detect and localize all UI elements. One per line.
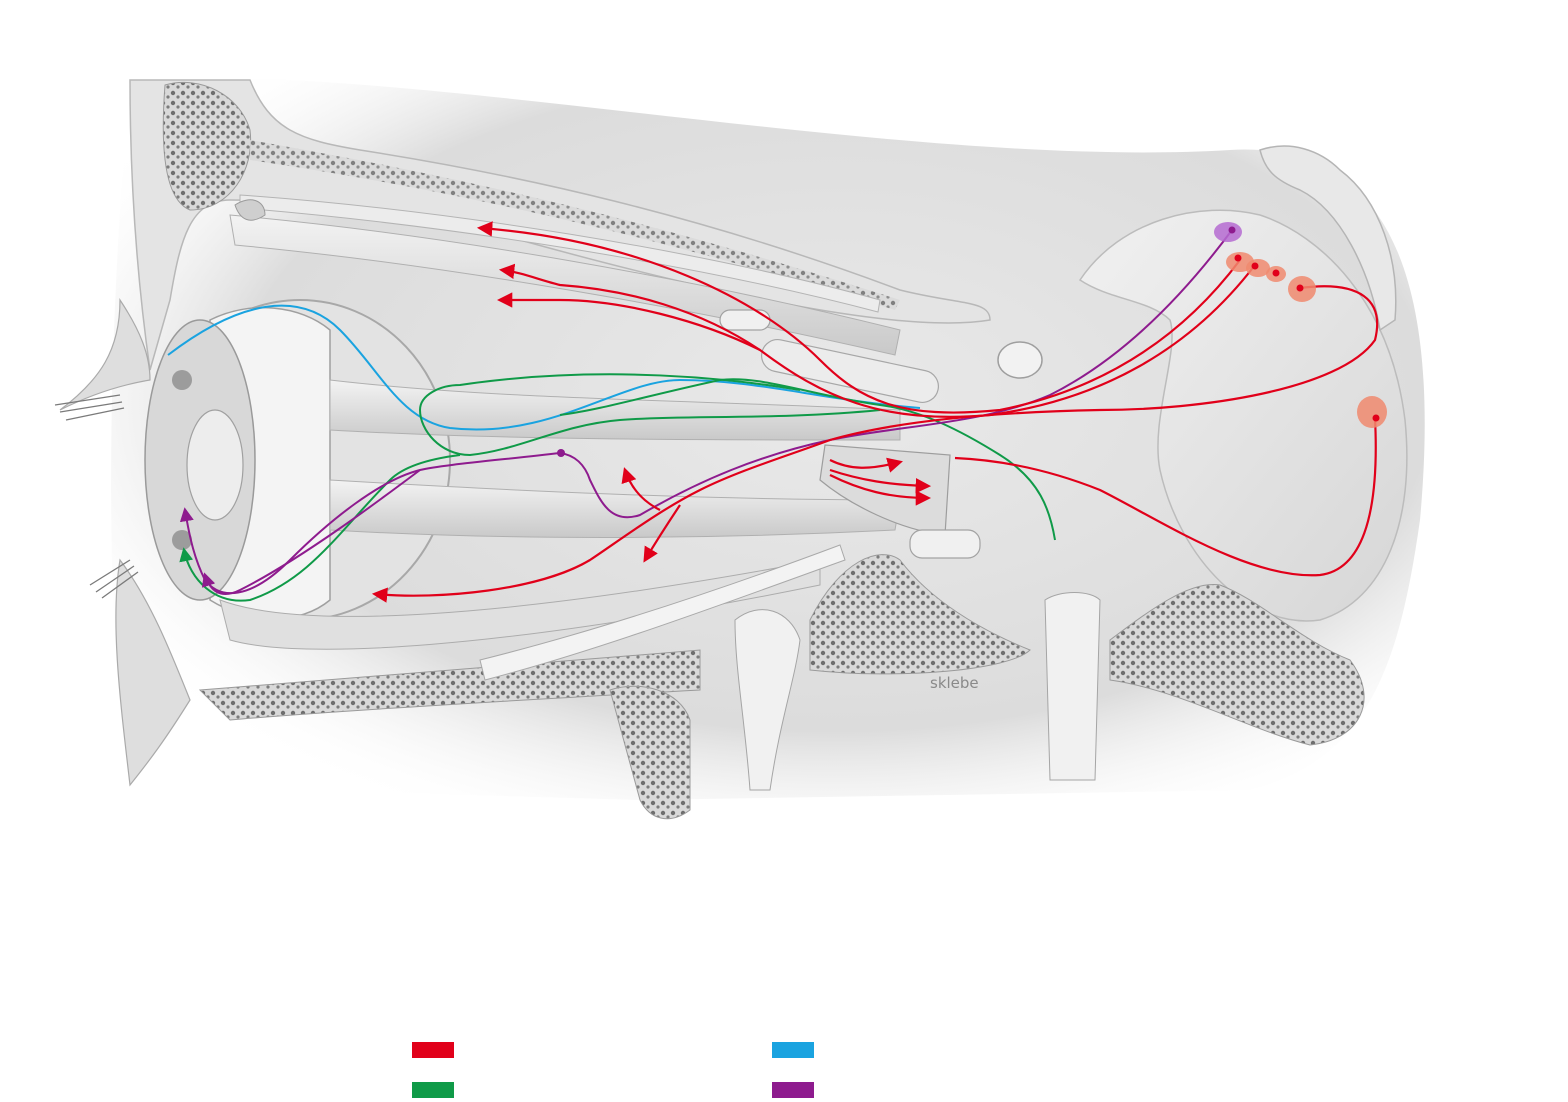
orbital-floor-bone <box>198 649 701 721</box>
nerve-stump-1 <box>909 529 981 559</box>
red-pathway-superior-2 <box>498 263 1256 419</box>
red-nucleus-2 <box>1246 259 1270 277</box>
green-pathway-main <box>418 373 881 457</box>
red-nucleus-5-dot <box>1372 414 1380 422</box>
red-nucleus-3-dot <box>1272 269 1280 277</box>
upper-eyelashes <box>54 394 125 421</box>
red-nucleus-1-dot <box>1234 254 1242 262</box>
red-pathway-ganglion-2 <box>829 468 932 494</box>
red-pathway-superior-3 <box>496 292 761 351</box>
legend-item-purple <box>772 1080 824 1100</box>
nerve-stump-2 <box>719 309 771 331</box>
red-pathway-ganglion-1 <box>829 457 903 473</box>
legend-swatch-blue <box>772 1042 814 1058</box>
internal-carotid-artery <box>997 341 1043 379</box>
legend <box>0 1030 1568 1102</box>
red-pathway-ciliary-branch <box>621 467 661 511</box>
purple-nucleus-dot <box>1228 226 1236 234</box>
legend-swatch-red <box>412 1042 454 1058</box>
red-nucleus-2-dot <box>1251 262 1259 270</box>
green-pathway-upper <box>559 378 1056 541</box>
ciliary-body-upper <box>172 370 192 390</box>
lens <box>186 409 244 521</box>
sphenoid-bone-right <box>1109 583 1365 746</box>
legend-item-green <box>412 1080 464 1100</box>
superior-oblique-tendon <box>234 199 266 221</box>
upper-eyelid <box>59 298 151 411</box>
legend-swatch-purple <box>772 1082 814 1098</box>
red-pathway-inferior-branch <box>643 504 681 563</box>
purple-pathway-to-eye <box>179 452 561 594</box>
red-pathway-lower-loop <box>954 417 1377 577</box>
inferior-rectus-muscle <box>329 479 901 538</box>
red-pathway-superior-1 <box>476 221 1241 414</box>
pterygopalatine-ganglion <box>734 609 801 791</box>
frontal-sinus-bone <box>162 81 252 211</box>
red-nucleus-4-dot <box>1296 284 1304 292</box>
lower-eyelashes <box>89 559 139 599</box>
legend-item-blue <box>772 1040 824 1060</box>
sphenoid-bone-left <box>809 554 1031 675</box>
levator-muscle <box>239 194 881 313</box>
purple-pathway-ciliary <box>201 469 421 595</box>
inferior-oblique-muscle <box>219 559 821 650</box>
lower-eyelid <box>115 558 191 787</box>
orbital-roof-bone <box>250 140 900 310</box>
brainstem <box>1259 145 1397 332</box>
purple-ganglion-dot <box>557 449 565 457</box>
artist-signature: sklebe <box>930 674 979 692</box>
red-pathway-ganglion-3 <box>829 474 932 506</box>
ciliary-body-lower <box>172 530 192 550</box>
legend-item-red <box>412 1040 464 1060</box>
blue-pathway <box>167 304 921 431</box>
legend-swatch-green <box>412 1082 454 1098</box>
maxilla-bone <box>609 685 691 820</box>
lateral-rectus-muscle <box>329 379 901 441</box>
spinal-nerve-column <box>1044 592 1101 781</box>
red-nucleus-5 <box>1357 396 1387 428</box>
red-pathway-loop <box>371 285 1379 603</box>
green-pathway-to-eye <box>179 454 461 602</box>
purple-nucleus <box>1214 222 1242 242</box>
maxillary-nerve <box>479 544 846 681</box>
